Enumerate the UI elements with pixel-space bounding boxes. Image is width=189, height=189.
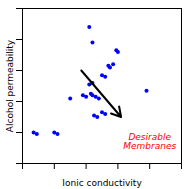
- svg-text:Ionic conductivity: Ionic conductivity: [62, 178, 142, 188]
- svg-text:Alcohol permeability: Alcohol permeability: [5, 39, 15, 132]
- svg-text:DesirableMembranes: DesirableMembranes: [123, 132, 176, 151]
